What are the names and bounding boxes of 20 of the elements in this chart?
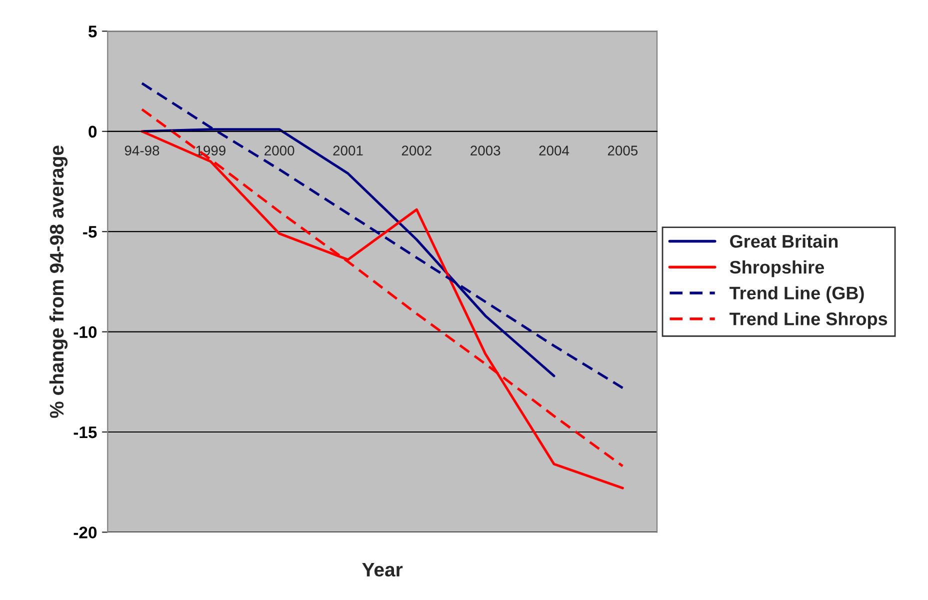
legend-label: Great Britain bbox=[730, 234, 838, 248]
y-tick-label: 0 bbox=[88, 126, 97, 138]
legend-label: Shropshire bbox=[730, 260, 824, 278]
x-tick-label: 1999 bbox=[196, 146, 226, 156]
x-tick-label: 2000 bbox=[264, 146, 294, 156]
y-tick-label: 5 bbox=[88, 26, 97, 38]
x-axis-title: Year bbox=[362, 562, 403, 577]
x-tick-label: 2002 bbox=[402, 146, 432, 156]
x-tick-label: 2003 bbox=[470, 146, 500, 156]
x-tick-label: 2001 bbox=[333, 146, 363, 156]
y-tick-label: -20 bbox=[74, 526, 97, 538]
x-tick-label: 94-98 bbox=[124, 146, 160, 156]
x-tick-label: 2004 bbox=[539, 146, 570, 156]
legend-label: Trend Line Shrops bbox=[730, 312, 888, 329]
y-axis-title: % change from 94-98 average bbox=[49, 146, 68, 418]
y-tick-label: -15 bbox=[74, 426, 97, 438]
y-tick-label: -10 bbox=[74, 326, 97, 338]
x-tick-label: 2005 bbox=[608, 146, 638, 156]
y-tick-label: -5 bbox=[83, 226, 97, 238]
legend-label: Trend Line (GB) bbox=[730, 286, 864, 304]
